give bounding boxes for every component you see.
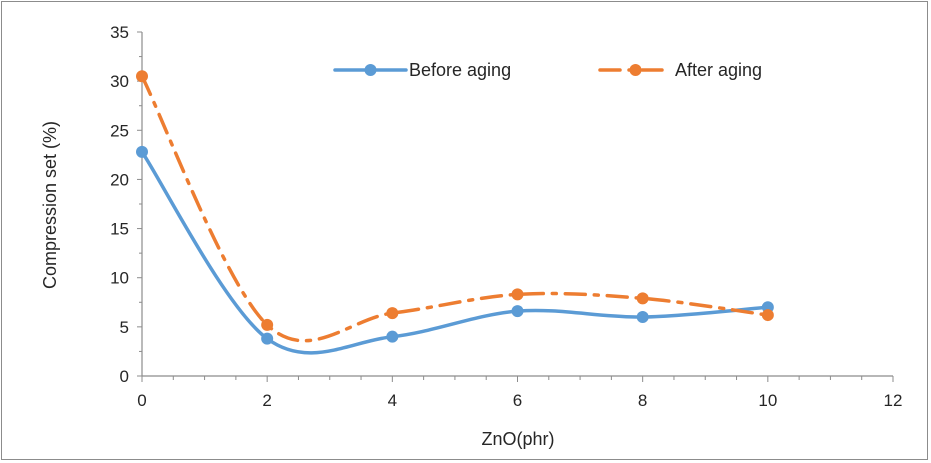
y-tick-label: 30 (110, 72, 129, 91)
legend: Before aging After aging (333, 60, 762, 80)
x-tick-label: 2 (262, 391, 271, 410)
data-point-before-aging (386, 330, 399, 343)
legend-label-before-aging: Before aging (409, 60, 511, 80)
data-point-before-aging (136, 145, 148, 158)
x-tick-label: 10 (758, 391, 777, 410)
y-tick-label: 35 (110, 23, 129, 42)
axes: 0 5 10 15 20 25 30 35 0 2 4 6 8 10 12 (110, 23, 902, 410)
y-tick-label: 15 (110, 220, 129, 239)
x-tick-label: 0 (137, 391, 146, 410)
series-line-before-aging (140, 150, 770, 355)
data-point-before-aging (511, 305, 524, 318)
y-tick-label: 20 (110, 170, 129, 189)
series-line-after-aging (140, 74, 770, 343)
data-point-after-aging (511, 288, 524, 301)
legend-label-after-aging: After aging (675, 60, 762, 80)
data-point-after-aging (261, 318, 274, 331)
y-tick-label: 5 (120, 318, 129, 337)
data-point-before-aging (636, 311, 649, 324)
legend-marker-before-aging (364, 64, 377, 76)
x-tick-label: 6 (513, 391, 522, 410)
y-tick-label: 0 (120, 367, 129, 386)
data-point-after-aging (136, 70, 148, 83)
legend-marker-after-aging (629, 64, 642, 76)
data-point-after-aging (636, 292, 649, 305)
y-tick-label: 10 (110, 269, 129, 288)
x-tick-label: 4 (388, 391, 397, 410)
data-point-after-aging (386, 307, 399, 320)
y-axis-title: Compression set (%) (40, 121, 60, 289)
x-tick-label: 8 (638, 391, 647, 410)
series-layer (136, 70, 774, 355)
data-point-before-aging (261, 332, 274, 345)
y-tick-label: 25 (110, 121, 129, 140)
x-tick-label: 12 (884, 391, 903, 410)
data-point-after-aging (761, 309, 774, 322)
x-axis-title: ZnO(phr) (481, 429, 554, 449)
